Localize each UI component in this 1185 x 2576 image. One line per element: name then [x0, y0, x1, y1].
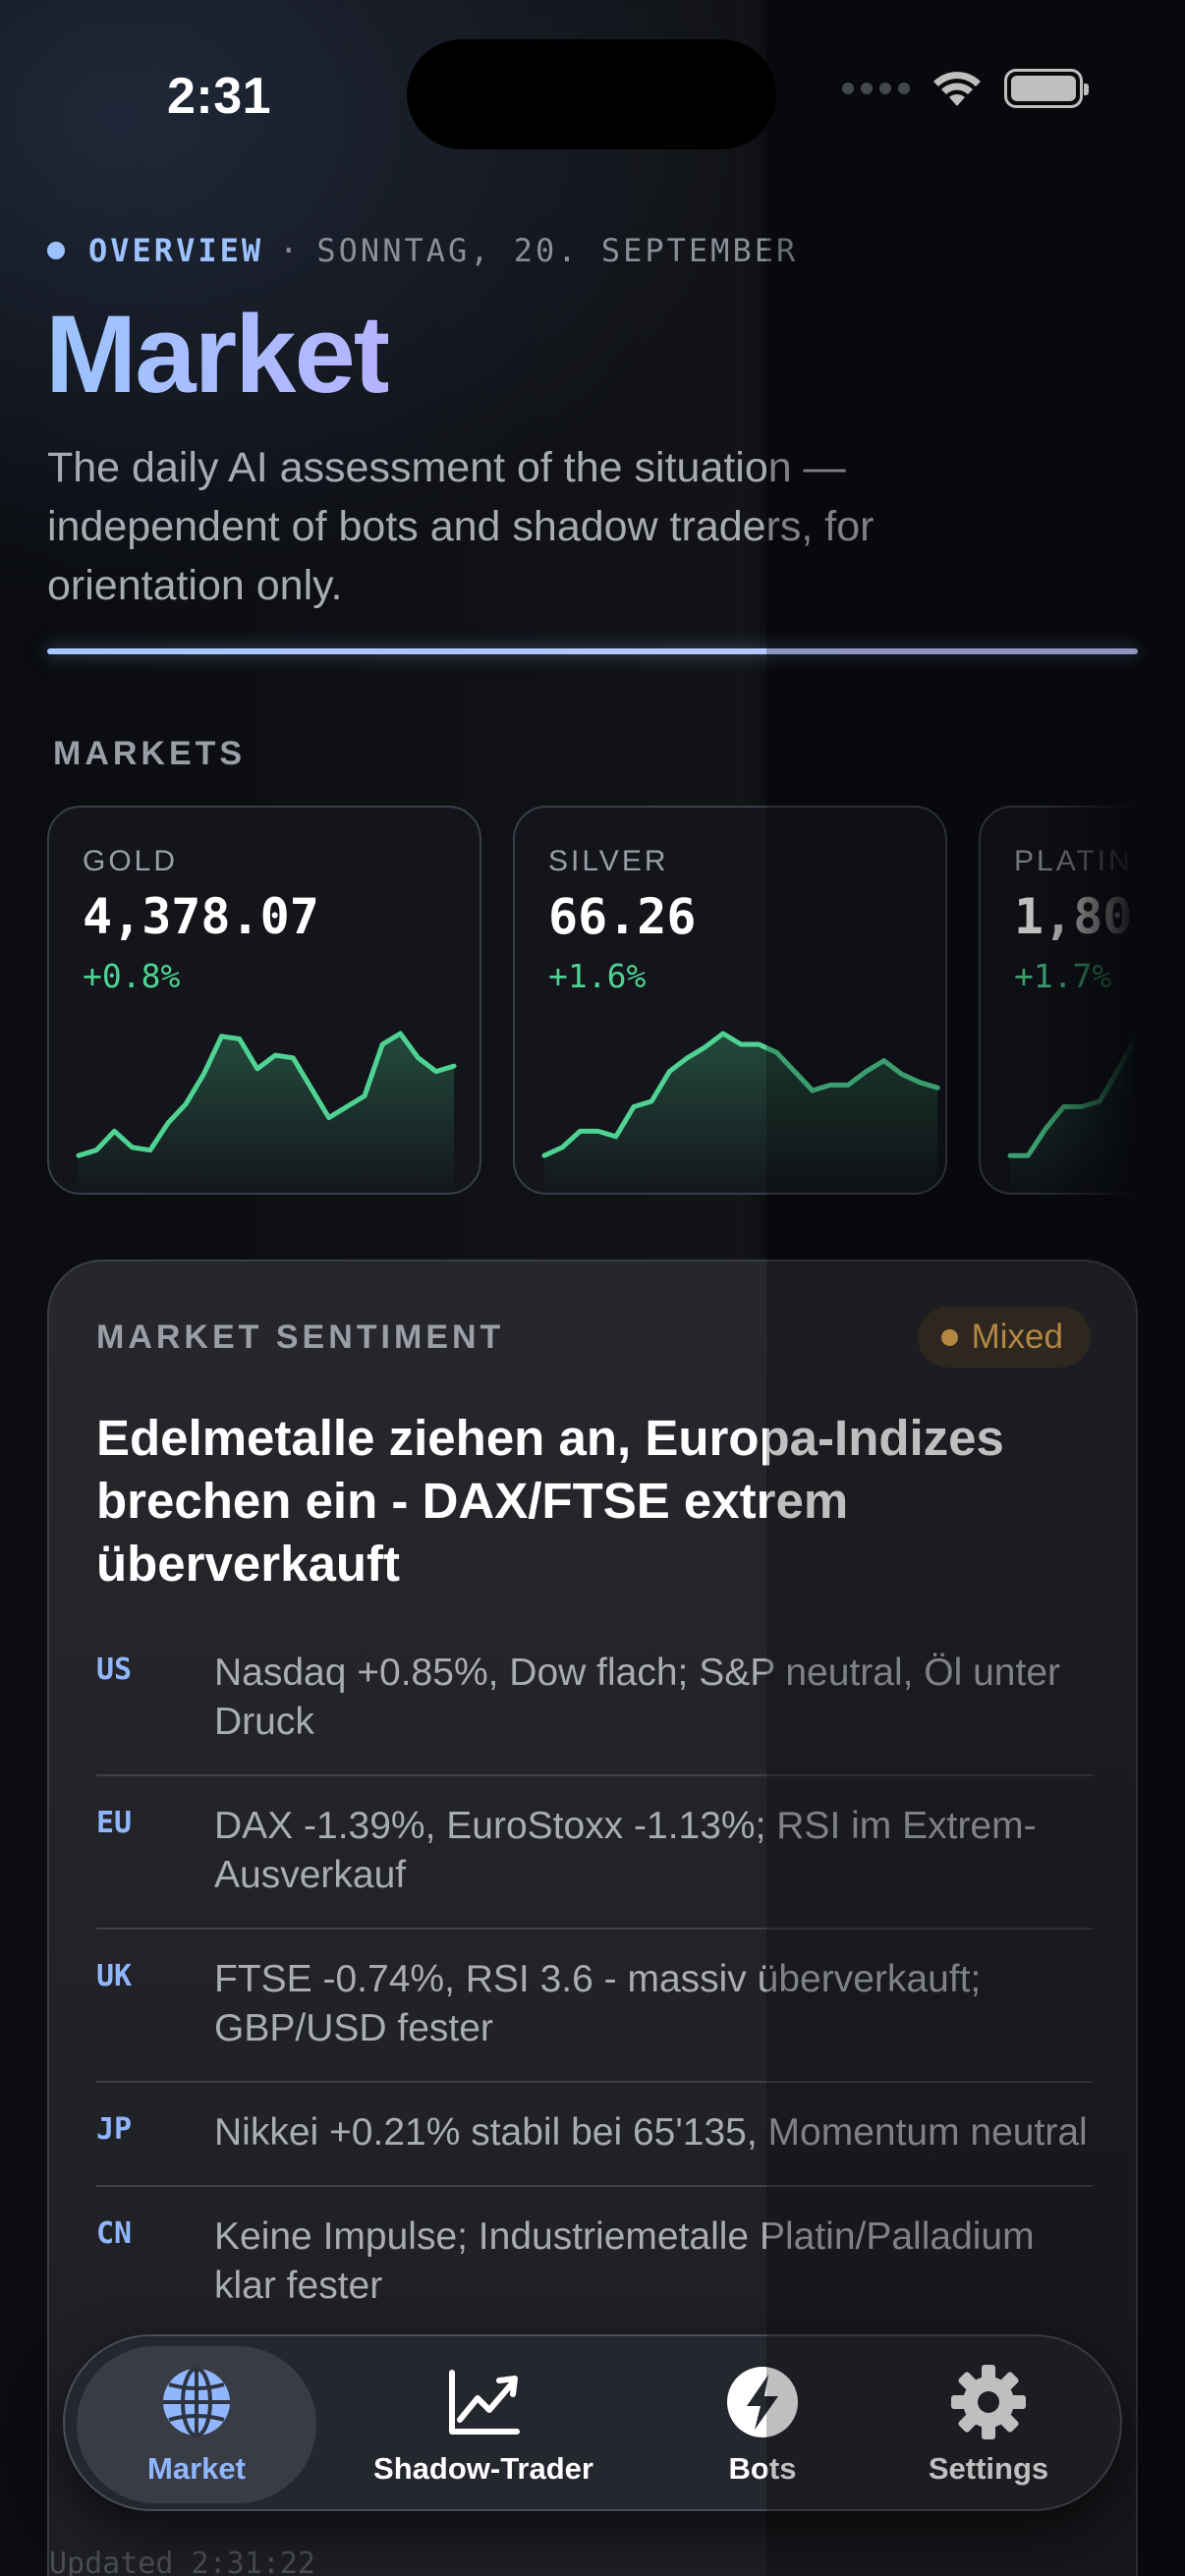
tab-label: Bots: [728, 2451, 797, 2486]
date-label: SONNTAG, 20. SEPTEMBER: [316, 232, 799, 269]
tab-bots[interactable]: Bots: [674, 2346, 851, 2503]
region-text: Nikkei +0.21% stabil bei 65'135, Momentu…: [214, 2111, 1088, 2154]
sentiment-headline: Edelmetalle ziehen an, Europa-Indizes br…: [96, 1410, 1004, 1592]
sentiment-badge: Mixed: [917, 1307, 1091, 1368]
market-card-silver[interactable]: SILVER 66.26 +1.6%: [513, 806, 947, 1195]
lightning-icon: [727, 2367, 798, 2437]
region-code: EU: [96, 1806, 133, 1840]
chart-line-icon: [449, 2370, 520, 2435]
separator: ·: [279, 232, 302, 269]
battery-icon: [1004, 69, 1089, 108]
market-price: 66.26: [548, 888, 697, 945]
region-row-jp: JP Nikkei +0.21% stabil bei 65'135, Mome…: [96, 2108, 1093, 2187]
sparkline-area: [544, 1034, 938, 1193]
badge-dot-icon: [940, 1328, 958, 1346]
market-price: 4,378.07: [83, 888, 319, 945]
cellular-signal-icon: [842, 83, 910, 94]
market-name: SILVER: [548, 845, 669, 877]
region-text: Keine Impulse; Industriemetalle Platin/P…: [214, 2215, 1035, 2307]
page-title: Market: [45, 293, 390, 416]
tab-settings[interactable]: Settings: [890, 2346, 1087, 2503]
tab-label: Shadow-Trader: [373, 2451, 593, 2486]
section-name: OVERVIEW: [88, 232, 264, 269]
sparkline-line: [1007, 1036, 1138, 1158]
market-name: PLATINUM: [1014, 845, 1138, 877]
region-row-eu: EU DAX -1.39%, EuroStoxx -1.13%; RSI im …: [96, 1802, 1093, 1930]
market-change: +1.7%: [1014, 957, 1112, 995]
region-code: UK: [96, 1959, 133, 1993]
status-icons: [842, 69, 1089, 108]
sparkline-line: [541, 1031, 940, 1158]
region-text: FTSE -0.74%, RSI 3.6 - massiv überverkau…: [214, 1958, 982, 2049]
region-text: Nasdaq +0.85%, Dow flach; S&P neutral, Ö…: [214, 1652, 1061, 1743]
region-code: CN: [96, 2216, 133, 2251]
globe-icon: [163, 2367, 230, 2437]
gear-icon: [951, 2365, 1026, 2439]
market-card-platinum[interactable]: PLATINUM 1,800 +1.7%: [979, 806, 1138, 1195]
market-change: +0.8%: [83, 957, 181, 995]
status-time: 2:31: [167, 68, 272, 125]
market-price: 1,800: [1014, 888, 1138, 945]
header-divider: [47, 648, 1138, 654]
page-subtitle: The daily AI assessment of the situation…: [47, 444, 875, 609]
sparkline-chart: [541, 1031, 940, 1193]
sparkline-chart: [1007, 1036, 1138, 1193]
region-list: US Nasdaq +0.85%, Dow flach; S&P neutral…: [96, 1649, 1093, 2364]
sentiment-label: MARKET SENTIMENT: [96, 1318, 505, 1356]
overview-eyebrow: OVERVIEW · SONNTAG, 20. SEPTEMBER: [47, 232, 798, 269]
markets-label: MARKETS: [53, 735, 247, 772]
market-name: GOLD: [83, 845, 179, 877]
markets-carousel[interactable]: GOLD 4,378.07 +0.8% SILVER 66.26 +1.6% P…: [47, 806, 1138, 1195]
market-card-gold[interactable]: GOLD 4,378.07 +0.8%: [47, 806, 481, 1195]
tab-market[interactable]: Market: [77, 2346, 316, 2503]
region-code: US: [96, 1652, 133, 1687]
sparkline-chart: [76, 1031, 457, 1193]
market-change: +1.6%: [548, 957, 647, 995]
dynamic-island: [407, 39, 776, 149]
sparkline-area: [79, 1034, 454, 1193]
updated-timestamp: Updated 2:31:22: [49, 2547, 315, 2576]
region-row-us: US Nasdaq +0.85%, Dow flach; S&P neutral…: [96, 1649, 1093, 1776]
tab-label: Settings: [928, 2451, 1049, 2486]
sparkline-area: [1010, 1038, 1136, 1193]
wifi-icon: [933, 72, 981, 106]
region-row-uk: UK FTSE -0.74%, RSI 3.6 - massiv überver…: [96, 1955, 1093, 2083]
tab-bar: Market Shadow-Trader Bots: [63, 2334, 1122, 2511]
tab-shadow-trader[interactable]: Shadow-Trader: [342, 2346, 625, 2503]
badge-text: Mixed: [971, 1317, 1063, 1356]
region-row-cn: CN Keine Impulse; Industriemetalle Plati…: [96, 2212, 1093, 2338]
sparkline-line: [76, 1031, 457, 1158]
region-code: JP: [96, 2112, 133, 2147]
status-dot-icon: [47, 242, 65, 259]
tab-label: Market: [147, 2451, 246, 2486]
region-text: DAX -1.39%, EuroStoxx -1.13%; RSI im Ext…: [214, 1805, 1037, 1896]
